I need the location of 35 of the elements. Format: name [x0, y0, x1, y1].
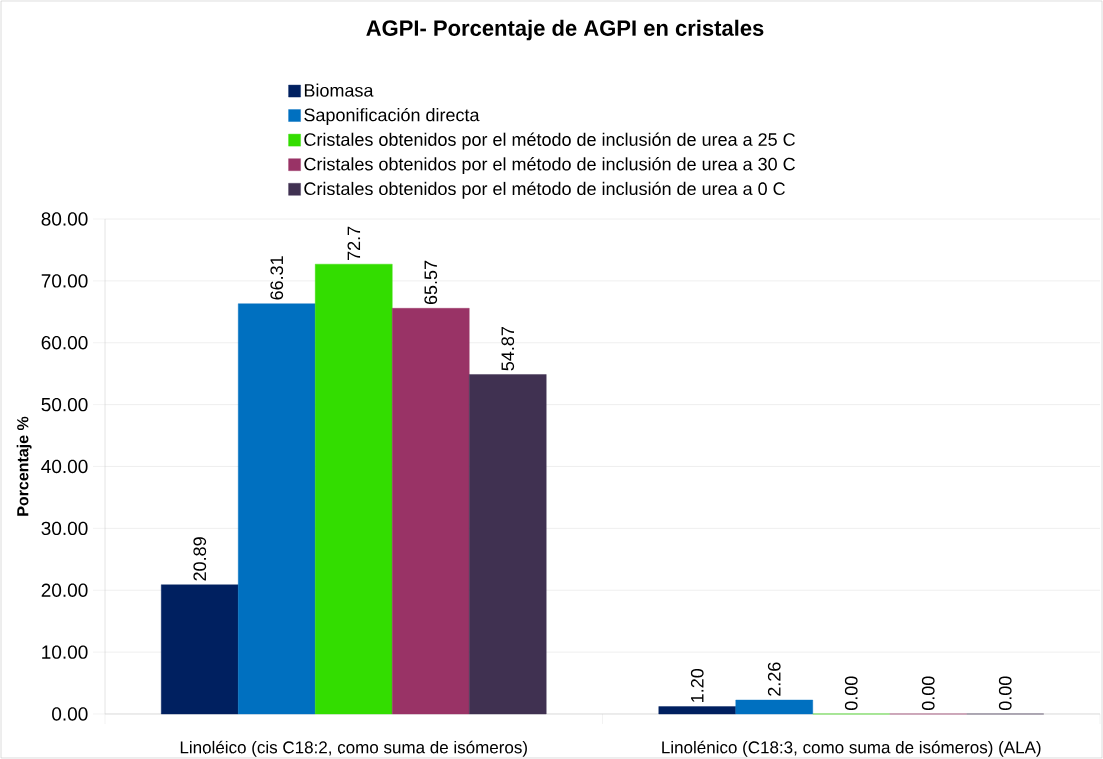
data-label: 65.57 [424, 260, 438, 305]
x-tick-label: Linoléico (cis C18:2, como suma de isómeros) [180, 740, 527, 757]
data-label: 72.7 [347, 226, 361, 260]
bar [161, 584, 239, 715]
legend-label: Cristales obtenidos por el método de inclusión de urea a 30 C [304, 157, 795, 175]
chart-title: AGPI- Porcentaje de AGPI en cristales [366, 19, 764, 41]
data-label: 1.20 [690, 668, 704, 702]
y-tick-label: 30.00 [41, 521, 88, 536]
legend-label: Biomasa [304, 83, 374, 97]
y-axis-title: Porcentaje % [16, 416, 32, 516]
y-tick-label: 70.00 [41, 274, 88, 288]
data-label: 0.00 [844, 676, 858, 711]
bar [238, 303, 316, 715]
bar [392, 308, 470, 715]
y-tick-label: 80.00 [41, 212, 88, 226]
legend-label: Cristales obtenidos por el método de inclusión de urea a 25 C [304, 132, 795, 150]
bar [469, 374, 547, 715]
x-tick-label: Linolénico (C18:3, como suma de isómeros) (ALA) [662, 740, 1041, 757]
y-tick-label: 40.00 [41, 459, 88, 474]
data-label: 20.89 [193, 537, 207, 581]
y-tick-label: 0.00 [52, 707, 88, 721]
legend-label: Saponificación directa [304, 107, 480, 125]
data-label: 54.87 [501, 327, 515, 371]
y-tick-label: 10.00 [42, 645, 88, 659]
data-label: 66.31 [270, 256, 284, 300]
data-label: 0.00 [998, 676, 1012, 711]
legend-label: Cristales obtenidos por el método de inclusión de urea a 0 C [304, 181, 785, 199]
y-tick-label: 50.00 [41, 397, 88, 412]
y-tick-label: 60.00 [41, 336, 88, 350]
bar [315, 263, 393, 715]
data-label: 0.00 [921, 676, 935, 711]
bar [735, 699, 813, 715]
bar [658, 706, 736, 715]
data-label: 2.26 [767, 662, 781, 696]
y-tick-label: 20.00 [41, 583, 88, 597]
